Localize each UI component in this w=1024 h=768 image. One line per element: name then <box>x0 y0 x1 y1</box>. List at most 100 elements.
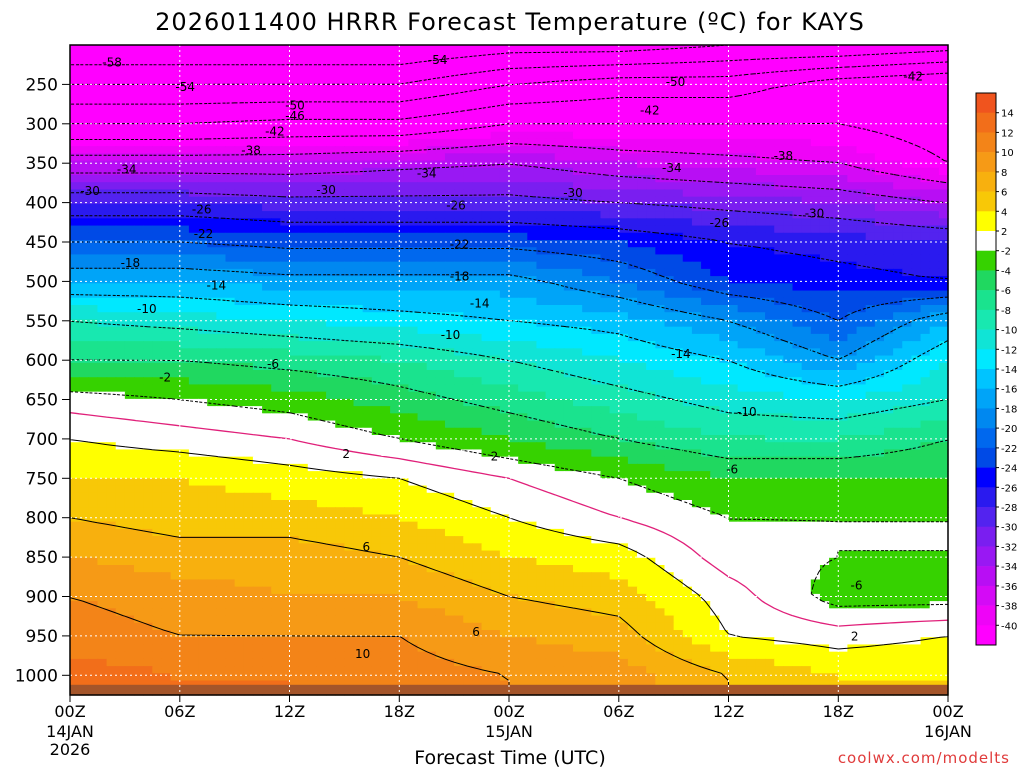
temperature-cell <box>435 254 446 263</box>
temperature-cell <box>106 211 117 219</box>
temperature-cell <box>627 175 638 183</box>
temperature-cell <box>682 391 693 400</box>
temperature-cell <box>673 290 684 299</box>
temperature-cell <box>829 413 839 422</box>
temperature-cell <box>527 102 538 111</box>
temperature-cell <box>426 326 437 335</box>
temperature-cell <box>509 218 519 227</box>
temperature-cell <box>509 362 519 371</box>
temperature-cell <box>856 362 867 371</box>
temperature-cell <box>719 312 730 321</box>
temperature-cell <box>344 398 355 407</box>
temperature-cell <box>289 95 300 104</box>
temperature-cell <box>637 117 647 126</box>
temperature-cell <box>810 413 821 422</box>
temperature-cell <box>463 203 474 212</box>
temperature-cell <box>911 377 922 386</box>
temperature-cell <box>380 203 391 212</box>
temperature-cell <box>746 146 757 154</box>
temperature-cell <box>920 66 931 75</box>
temperature-cell <box>198 341 208 349</box>
temperature-cell <box>481 312 492 321</box>
temperature-cell <box>646 391 656 400</box>
temperature-cell <box>682 95 693 104</box>
temperature-cell <box>883 88 894 97</box>
temperature-cell <box>390 131 400 140</box>
temperature-cell <box>609 377 620 386</box>
temperature-cell <box>417 211 428 219</box>
temperature-cell <box>737 81 748 89</box>
temperature-cell <box>920 406 931 414</box>
temperature-cell <box>326 326 336 335</box>
temperature-cell <box>390 73 400 82</box>
temperature-cell <box>783 110 794 118</box>
temperature-cell <box>225 102 236 111</box>
temperature-cell <box>783 261 794 270</box>
temperature-cell <box>801 326 812 335</box>
temperature-cell <box>792 225 803 234</box>
temperature-cell <box>271 146 281 154</box>
temperature-cell <box>435 59 446 68</box>
temperature-cell <box>79 406 89 414</box>
temperature-cell <box>390 406 400 414</box>
temperature-cell <box>719 232 730 241</box>
temperature-cell <box>353 88 364 97</box>
temperature-cell <box>810 247 821 256</box>
temperature-cell <box>737 391 748 400</box>
temperature-cell <box>746 52 757 61</box>
temperature-cell <box>527 276 538 284</box>
temperature-cell <box>243 167 254 176</box>
temperature-cell <box>545 341 556 349</box>
temperature-cell <box>97 406 108 414</box>
temperature-cell <box>765 153 775 162</box>
temperature-cell <box>737 52 748 61</box>
temperature-cell <box>216 413 227 422</box>
temperature-cell <box>554 355 565 364</box>
temperature-cell <box>408 398 419 407</box>
temperature-cell <box>271 117 281 126</box>
temperature-cell <box>710 110 720 118</box>
temperature-cell <box>929 182 940 191</box>
temperature-cell <box>499 160 510 169</box>
temperature-cell <box>618 131 629 140</box>
temperature-cell <box>371 160 382 169</box>
temperature-cell <box>554 362 565 371</box>
temperature-cell <box>819 131 830 140</box>
temperature-cell <box>106 45 117 53</box>
temperature-cell <box>637 341 647 349</box>
temperature-cell <box>353 117 364 126</box>
temperature-cell <box>746 384 757 393</box>
temperature-cell <box>417 268 428 277</box>
temperature-cell <box>289 110 300 118</box>
temperature-cell <box>582 254 592 263</box>
temperature-cell <box>143 131 153 140</box>
temperature-cell <box>490 247 501 256</box>
temperature-cell <box>673 138 684 147</box>
temperature-cell <box>627 138 638 147</box>
temperature-cell <box>371 333 382 342</box>
temperature-cell <box>444 182 455 191</box>
temperature-cell <box>737 131 748 140</box>
temperature-cell <box>463 175 474 183</box>
temperature-cell <box>316 211 327 219</box>
temperature-cell <box>600 153 611 162</box>
temperature-cell <box>829 88 839 97</box>
temperature-cell <box>856 117 867 126</box>
temperature-cell <box>838 175 848 183</box>
temperature-cell <box>893 196 903 205</box>
temperature-cell <box>701 196 711 205</box>
temperature-cell <box>829 117 839 126</box>
temperature-cell <box>600 189 611 198</box>
temperature-cell <box>701 124 711 133</box>
temperature-cell <box>399 182 409 191</box>
temperature-cell <box>573 88 583 97</box>
temperature-cell <box>454 276 464 284</box>
temperature-cell <box>444 175 455 183</box>
temperature-cell <box>911 203 922 212</box>
temperature-cell <box>490 348 501 357</box>
temperature-cell <box>664 175 675 183</box>
temperature-cell <box>207 138 217 147</box>
temperature-cell <box>810 225 821 234</box>
temperature-cell <box>435 319 446 328</box>
temperature-cell <box>454 312 464 321</box>
